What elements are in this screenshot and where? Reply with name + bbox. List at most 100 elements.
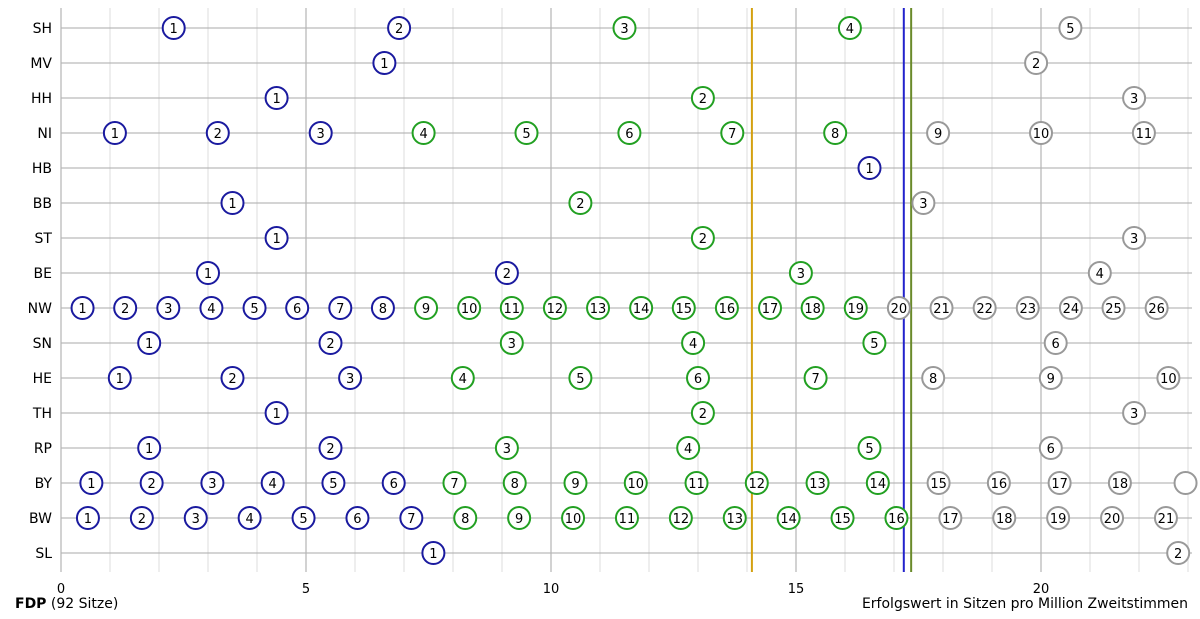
seat-marker: 6 [617, 121, 642, 145]
seat-marker: 8 [453, 506, 478, 530]
seat-circle [161, 16, 186, 40]
seat-circle [499, 331, 524, 355]
seat-number: 15 [676, 302, 693, 317]
seat-number: 7 [728, 127, 736, 142]
seat-circle [318, 331, 343, 355]
seat-circle [200, 471, 225, 495]
seat-marker: 21 [929, 296, 954, 320]
seat-number: 4 [689, 337, 697, 352]
seat-marker: 4 [411, 121, 436, 145]
seat-marker: 1 [196, 261, 220, 285]
seat-marker: 8 [921, 366, 946, 390]
seat-marker: 3 [499, 331, 524, 355]
seat-circle [260, 471, 285, 495]
seat-marker: 6 [285, 296, 310, 320]
seat-marker: 4 [199, 296, 224, 320]
seat-number: 2 [148, 477, 156, 492]
seat-circle [75, 506, 100, 530]
seat-number: 11 [619, 512, 636, 527]
seat-circle [568, 191, 593, 215]
seat-number: 3 [1130, 232, 1138, 247]
seat-circle [220, 366, 245, 390]
seat-number: 6 [1052, 337, 1060, 352]
seat-circle [345, 506, 370, 530]
seat-number: 16 [991, 477, 1008, 492]
seat-circle [242, 296, 267, 320]
seat-marker: 2 [220, 366, 245, 390]
seat-number: 5 [1066, 22, 1074, 37]
seat-circle [1122, 86, 1147, 110]
seat-number: 5 [522, 127, 530, 142]
seat-number: 16 [888, 512, 905, 527]
seat-number: 3 [620, 22, 628, 37]
seat-circle [1144, 296, 1169, 320]
seat-circle [926, 471, 951, 495]
seat-circle [107, 366, 132, 390]
seat-marker: 1 [79, 471, 104, 495]
seat-marker: 7 [803, 366, 828, 390]
x-tick-label: 20 [1033, 582, 1050, 597]
seat-number: 25 [1105, 302, 1122, 317]
seat-circle [264, 226, 289, 250]
seat-circle [183, 506, 208, 530]
seat-marker: 11 [684, 471, 709, 495]
seat-circle [1029, 121, 1053, 145]
state-label: ST [35, 231, 53, 247]
seat-marker: 1 [264, 86, 289, 110]
seat-circle [690, 401, 715, 425]
seat-count: (92 Sitze) [50, 596, 119, 612]
seat-marker: 10 [561, 506, 586, 530]
seat-marker: 2 [318, 331, 343, 355]
state-label: MV [30, 56, 52, 72]
seat-marker: 10 [1029, 121, 1053, 145]
x-axis-label: Erfolgswert in Sitzen pro Million Zweits… [861, 596, 1188, 612]
seat-number: 1 [380, 57, 388, 72]
seat-marker: 15 [830, 506, 855, 530]
seat-number: 7 [336, 302, 344, 317]
seat-circle [442, 471, 467, 495]
seat-number: 22 [976, 302, 993, 317]
seat-marker: 9 [563, 471, 588, 495]
seat-circle [561, 506, 586, 530]
party-label: FDP (92 Sitze) [15, 596, 118, 612]
seat-number: 9 [515, 512, 523, 527]
seat-circle [502, 471, 527, 495]
seat-marker: 4 [260, 471, 285, 495]
seat-marker: 7 [328, 296, 353, 320]
seat-circle [137, 331, 162, 355]
seat-marker: 2 [113, 296, 138, 320]
seat-marker: 13 [586, 296, 611, 320]
seat-marker: 7 [399, 506, 424, 530]
seat-marker [1173, 471, 1198, 495]
seat-circle [308, 121, 333, 145]
seat-circle [676, 436, 701, 460]
seat-circle [399, 506, 424, 530]
seat-marker: 4 [681, 331, 706, 355]
seat-marker: 7 [720, 121, 745, 145]
seat-circle [623, 471, 648, 495]
seat-circle [1015, 296, 1040, 320]
seat-number: 11 [1136, 127, 1153, 142]
seat-number: 15 [930, 477, 947, 492]
seat-circle [237, 506, 262, 530]
seat-marker: 12 [542, 296, 567, 320]
seat-circle [857, 436, 882, 460]
seat-number: 3 [317, 127, 325, 142]
seat-marker: 3 [911, 191, 936, 215]
seat-marker: 2 [205, 121, 230, 145]
seat-circle [612, 16, 637, 40]
seat-circle [938, 506, 963, 530]
seat-circle [338, 366, 363, 390]
seat-number: 1 [429, 547, 437, 562]
state-labels: SH MV HH NI HB BB ST BE NW SN HE TH RP BY BW SL [28, 21, 53, 562]
seat-marker: 5 [857, 436, 882, 460]
seat-marker: 17 [1047, 471, 1072, 495]
seat-circle [744, 471, 769, 495]
seat-circle [79, 471, 104, 495]
seat-marker: 1 [70, 296, 95, 320]
seat-number: 5 [870, 337, 878, 352]
seat-number: 8 [511, 477, 519, 492]
seat-number: 6 [1047, 442, 1055, 457]
seat-circle [387, 16, 412, 40]
